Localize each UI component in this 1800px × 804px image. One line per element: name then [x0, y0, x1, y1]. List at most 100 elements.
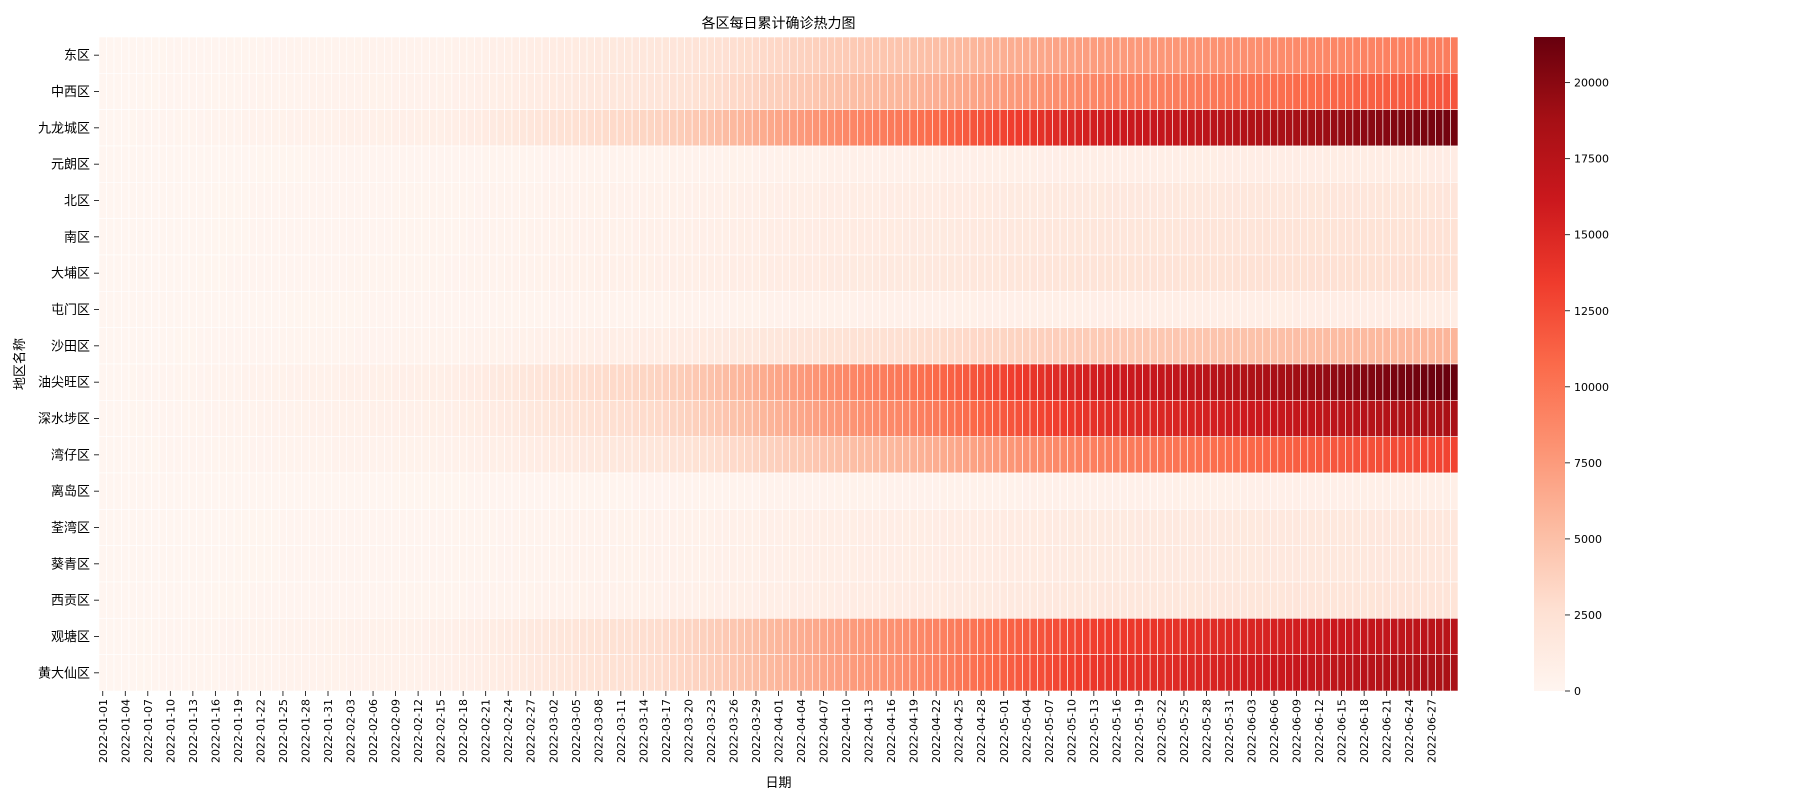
heatmap-cell — [781, 182, 791, 219]
heatmap-cell — [1232, 291, 1241, 328]
heatmap-cell — [451, 73, 460, 110]
heatmap-cell — [796, 509, 806, 546]
x-tick-label: 2022-03-26 — [727, 699, 740, 763]
x-tick-label: 2022-06-27 — [1426, 699, 1439, 763]
heatmap-cell — [1089, 363, 1098, 401]
heatmap-cell — [1112, 545, 1121, 583]
heatmap-cell — [992, 291, 1001, 328]
heatmap-cell — [594, 654, 603, 692]
heatmap-cell — [301, 291, 310, 328]
heatmap-cell — [1112, 509, 1121, 546]
heatmap-cell — [1074, 73, 1083, 110]
heatmap-cell — [316, 654, 325, 692]
heatmap-cell — [1322, 509, 1331, 546]
heatmap-cell — [376, 182, 385, 219]
heatmap-cell — [729, 581, 738, 619]
heatmap-cell — [706, 327, 715, 365]
heatmap-cell — [1142, 545, 1151, 583]
heatmap-cell — [466, 654, 475, 692]
heatmap-cell — [316, 472, 325, 510]
heatmap-cell — [241, 36, 250, 74]
heatmap-cell — [872, 145, 881, 183]
heatmap-cell — [857, 581, 866, 619]
heatmap-cell — [631, 618, 640, 655]
heatmap-cell — [1367, 218, 1376, 256]
heatmap-cell — [924, 327, 933, 365]
heatmap-cell — [346, 618, 355, 655]
heatmap-cell — [661, 618, 670, 655]
heatmap-cell — [1375, 363, 1384, 401]
heatmap-cell — [1097, 254, 1106, 292]
heatmap-cell — [586, 218, 595, 256]
heatmap-cell — [1247, 400, 1256, 437]
heatmap-cell — [406, 218, 415, 256]
heatmap-cell — [241, 145, 250, 183]
heatmap-cell — [1382, 363, 1391, 401]
heatmap-cell — [1142, 182, 1151, 219]
heatmap-cell — [128, 182, 137, 219]
heatmap-cell — [151, 545, 160, 583]
heatmap-cell — [932, 618, 941, 655]
heatmap-cell — [789, 472, 798, 510]
heatmap-cell — [1172, 581, 1181, 619]
heatmap-cell — [759, 654, 768, 692]
heatmap-cell — [1330, 327, 1339, 365]
heatmap-cell — [496, 109, 505, 147]
heatmap-cell — [1194, 291, 1204, 328]
heatmap-cell — [834, 327, 843, 365]
heatmap-cell — [308, 654, 318, 692]
heatmap-cell — [571, 182, 580, 219]
heatmap-cell — [1269, 363, 1279, 401]
heatmap-cell — [556, 36, 565, 74]
heatmap-cell — [286, 400, 295, 437]
heatmap-cell — [143, 291, 152, 328]
heatmap-cell — [98, 254, 107, 292]
heatmap-cell — [1149, 654, 1158, 692]
heatmap-cell — [511, 654, 520, 692]
heatmap-cell — [639, 36, 648, 74]
heatmap-cell — [293, 581, 303, 619]
heatmap-cell — [1059, 291, 1068, 328]
heatmap-cell — [218, 109, 227, 147]
heatmap-cell — [1254, 327, 1264, 365]
heatmap-cell — [1067, 327, 1076, 365]
heatmap-cell — [511, 327, 520, 365]
heatmap-cell — [1187, 545, 1196, 583]
heatmap-cell — [1412, 36, 1421, 74]
heatmap-cell — [1112, 472, 1121, 510]
heatmap-cell — [729, 291, 738, 328]
heatmap-cell — [1330, 400, 1339, 437]
heatmap-cell — [1172, 472, 1181, 510]
heatmap-cell — [331, 36, 340, 74]
heatmap-cell — [1172, 327, 1181, 365]
heatmap-cell — [256, 400, 265, 437]
heatmap-cell — [166, 400, 175, 437]
heatmap-cell — [932, 472, 941, 510]
heatmap-cell — [496, 545, 505, 583]
heatmap-cell — [263, 109, 272, 147]
heatmap-cell — [721, 509, 730, 546]
heatmap-cell — [556, 218, 565, 256]
heatmap-cell — [676, 654, 685, 692]
heatmap-cell — [158, 654, 167, 692]
heatmap-cell — [1067, 218, 1076, 256]
heatmap-cell — [248, 654, 257, 692]
heatmap-cell — [1420, 145, 1429, 183]
heatmap-cell — [1014, 436, 1023, 474]
heatmap-cell — [286, 618, 295, 655]
heatmap-cell — [1127, 545, 1136, 583]
heatmap-cell — [759, 145, 768, 183]
x-tick-label: 2022-06-18 — [1358, 699, 1371, 763]
heatmap-cell — [376, 109, 385, 147]
heatmap-cell — [444, 291, 453, 328]
heatmap-cell — [1112, 436, 1121, 474]
heatmap-cell — [368, 545, 378, 583]
heatmap-cell — [1149, 291, 1158, 328]
heatmap-cell — [1194, 182, 1204, 219]
heatmap-cell — [1277, 36, 1286, 74]
heatmap-cell — [894, 109, 903, 147]
heatmap-cell — [1194, 581, 1204, 619]
heatmap-cell — [639, 436, 648, 474]
heatmap-cell — [429, 291, 438, 328]
colorbar-gradient — [1534, 37, 1565, 691]
